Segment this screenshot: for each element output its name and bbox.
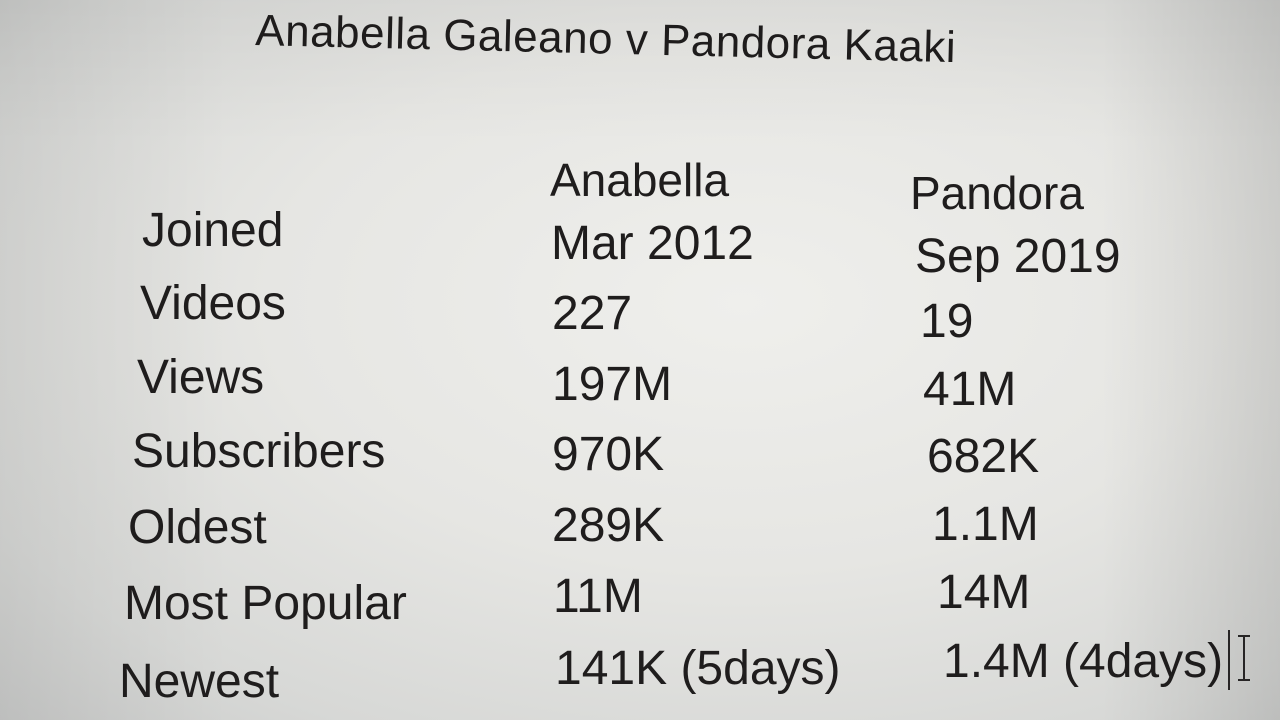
cell-anabella-views: 197M <box>552 358 673 411</box>
cell-anabella-subscribers: 970K <box>552 428 665 481</box>
cell-pandora-videos: 19 <box>920 295 974 348</box>
document-title: Anabella Galeano v Pandora Kaaki <box>254 6 957 73</box>
column-header-anabella: Anabella <box>550 154 730 206</box>
row-label-oldest: Oldest <box>128 501 267 554</box>
row-label-newest: Newest <box>119 655 280 708</box>
cell-anabella-oldest: 289K <box>552 499 665 552</box>
cell-pandora-most-popular: 14M <box>937 566 1031 619</box>
cell-anabella-joined: Mar 2012 <box>551 217 754 270</box>
row-label-joined: Joined <box>142 204 284 257</box>
i-beam-cursor-icon <box>1238 635 1250 681</box>
cell-pandora-subscribers: 682K <box>927 430 1040 483</box>
row-label-views: Views <box>137 351 265 404</box>
text-caret-icon <box>1228 630 1230 690</box>
cell-anabella-most-popular: 11M <box>553 570 643 623</box>
cell-anabella-newest: 141K (5days) <box>555 642 841 695</box>
cell-pandora-oldest: 1.1M <box>932 498 1039 551</box>
column-header-pandora: Pandora <box>910 167 1084 219</box>
row-label-subscribers: Subscribers <box>132 425 386 478</box>
cell-pandora-views: 41M <box>923 363 1017 416</box>
cell-anabella-videos: 227 <box>552 287 633 340</box>
cell-pandora-joined: Sep 2019 <box>915 230 1121 283</box>
row-label-most-popular: Most Popular <box>124 577 407 630</box>
cell-pandora-newest: 1.4M (4days) <box>943 635 1224 688</box>
row-label-videos: Videos <box>140 277 286 330</box>
